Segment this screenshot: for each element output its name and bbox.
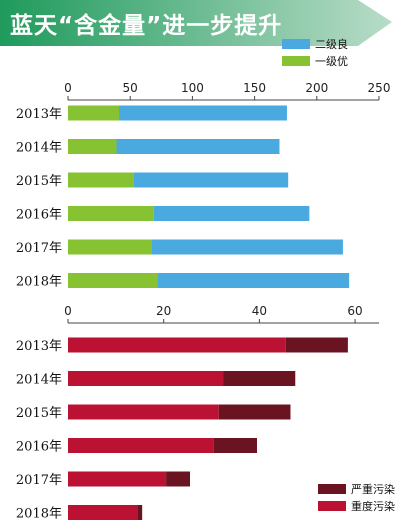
- category-label: 2018年: [16, 275, 62, 290]
- bar-segment: [68, 106, 119, 121]
- category-label: 2014年: [16, 141, 62, 156]
- bar-segment: [219, 405, 291, 420]
- bar-segment: [68, 505, 137, 520]
- bar-segment: [137, 505, 142, 520]
- bar-segment: [151, 240, 343, 255]
- x-tick-label: 20: [156, 304, 171, 318]
- x-tick-label: 0: [64, 81, 72, 95]
- x-tick-label: 50: [123, 81, 138, 95]
- bar-segment: [68, 273, 158, 288]
- legend-swatch: [318, 501, 346, 511]
- category-label: 2013年: [16, 107, 62, 122]
- bar-segment: [134, 173, 288, 188]
- bar-segment: [224, 371, 296, 386]
- legend-swatch: [318, 484, 346, 494]
- bar-segment: [68, 472, 166, 487]
- bar-segment: [68, 206, 154, 221]
- category-label: 2013年: [16, 339, 62, 354]
- bar-segment: [166, 472, 190, 487]
- bar-segment: [117, 139, 280, 154]
- legend-swatch: [282, 56, 310, 66]
- bar-segment: [68, 371, 224, 386]
- bar-segment: [68, 338, 286, 353]
- x-tick-label: 200: [305, 81, 328, 95]
- x-tick-label: 0: [64, 304, 72, 318]
- category-label: 2016年: [16, 208, 62, 223]
- legend-label: 严重污染: [351, 482, 395, 496]
- legend-label: 一级优: [315, 55, 348, 68]
- legend-swatch: [282, 39, 310, 49]
- x-tick-label: 40: [252, 304, 267, 318]
- x-tick-label: 150: [243, 81, 266, 95]
- category-label: 2014年: [16, 373, 62, 388]
- x-tick-label: 100: [181, 81, 204, 95]
- bar-segment: [119, 106, 287, 121]
- bar-segment: [154, 206, 310, 221]
- bar-segment: [214, 438, 257, 453]
- bar-segment: [68, 405, 219, 420]
- bar-segment: [68, 240, 151, 255]
- category-label: 2018年: [16, 507, 62, 522]
- category-label: 2015年: [16, 174, 62, 189]
- legend-label: 重度污染: [351, 499, 395, 513]
- category-label: 2015年: [16, 406, 62, 421]
- category-label: 2017年: [16, 241, 62, 256]
- category-label: 2016年: [16, 440, 62, 455]
- bar-segment: [68, 139, 117, 154]
- bar-segment: [158, 273, 350, 288]
- bar-segment: [286, 338, 348, 353]
- legend-label: 二级良: [315, 37, 348, 51]
- category-label: 2017年: [16, 473, 62, 488]
- x-tick-label: 60: [347, 304, 362, 318]
- bar-segment: [68, 438, 214, 453]
- x-tick-label: 250: [368, 81, 391, 95]
- bar-segment: [68, 173, 134, 188]
